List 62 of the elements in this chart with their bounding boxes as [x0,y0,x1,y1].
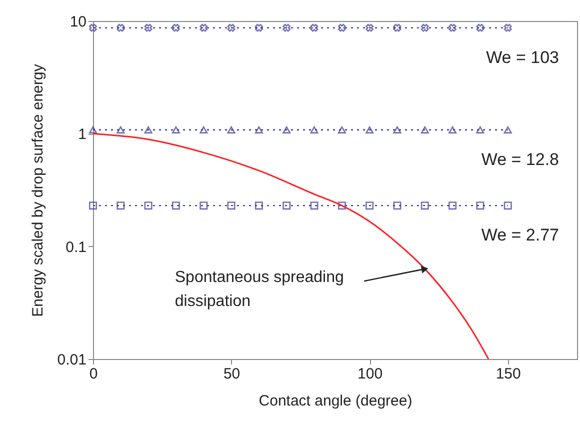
point [448,202,457,210]
point [338,202,346,210]
point [393,202,402,210]
point [476,24,484,32]
point [366,202,374,210]
point [504,126,512,134]
point [366,24,374,32]
point [310,126,318,134]
point [116,202,125,210]
series-label: We = 103 [486,48,559,67]
point [504,24,512,32]
point [144,202,152,210]
x-tick-label: 100 [358,366,383,382]
point [172,126,180,134]
point [116,126,125,134]
point [282,202,291,210]
point [88,126,98,134]
y-tick-label: 0.01 [57,352,86,368]
point [88,202,98,210]
point [310,202,318,210]
point [200,202,208,210]
point [282,126,291,134]
point [366,126,374,134]
x-tick-label: 150 [496,366,521,382]
x-axis-title: Contact angle (degree) [258,392,412,410]
x-tick-label: 0 [89,366,98,382]
x-tick-label: 50 [223,366,240,382]
point [254,202,263,210]
point [144,126,152,134]
point [227,24,236,32]
point [254,24,263,32]
point [116,24,125,32]
y-tick-label: 1 [78,126,86,144]
point [200,24,208,32]
y-tick-label: 0.1 [66,238,86,256]
point [282,24,291,32]
point [420,202,429,210]
point [393,24,402,32]
point [476,202,484,210]
point [172,24,180,32]
point [227,126,236,134]
point [227,202,236,210]
point [310,24,318,32]
point [448,24,457,32]
point [504,202,512,210]
point [338,24,346,32]
annotation: Spontaneous spreading dissipation [174,268,344,310]
point [172,202,180,210]
point [393,126,402,134]
point [420,24,429,32]
point [420,126,429,134]
point [448,126,457,134]
point [200,126,208,134]
series-label: We = 12.8 [481,150,559,169]
series-label: We = 2.77 [481,226,559,245]
point [338,126,346,134]
point [254,126,263,134]
point [89,24,97,32]
point [476,126,484,134]
y-tick-label: 10 [70,14,86,30]
point [144,24,152,32]
y-axis-title: Energy scaled by drop surface energy [29,64,46,317]
